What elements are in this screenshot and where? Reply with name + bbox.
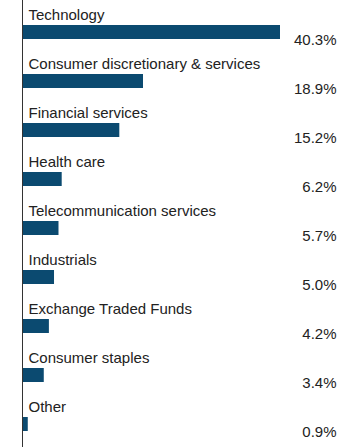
svg-text:3.4%: 3.4% [302, 374, 336, 391]
svg-text:Other: Other [29, 398, 67, 415]
svg-text:Telecommunication services: Telecommunication services [29, 202, 217, 219]
svg-text:Exchange Traded Funds: Exchange Traded Funds [29, 300, 192, 317]
svg-text:4.2%: 4.2% [302, 325, 336, 342]
svg-text:Technology: Technology [29, 6, 105, 23]
svg-text:Health care: Health care [29, 153, 106, 170]
svg-text:Industrials: Industrials [29, 251, 97, 268]
svg-text:40.3%: 40.3% [294, 31, 337, 48]
svg-text:0.9%: 0.9% [302, 423, 336, 440]
svg-text:Consumer discretionary & servi: Consumer discretionary & services [29, 55, 261, 72]
svg-text:18.9%: 18.9% [294, 80, 337, 97]
svg-text:Financial services: Financial services [29, 104, 148, 121]
svg-text:5.7%: 5.7% [302, 227, 336, 244]
svg-text:Consumer staples: Consumer staples [29, 349, 150, 366]
svg-text:15.2%: 15.2% [294, 129, 337, 146]
svg-text:5.0%: 5.0% [302, 276, 336, 293]
svg-text:6.2%: 6.2% [302, 178, 336, 195]
